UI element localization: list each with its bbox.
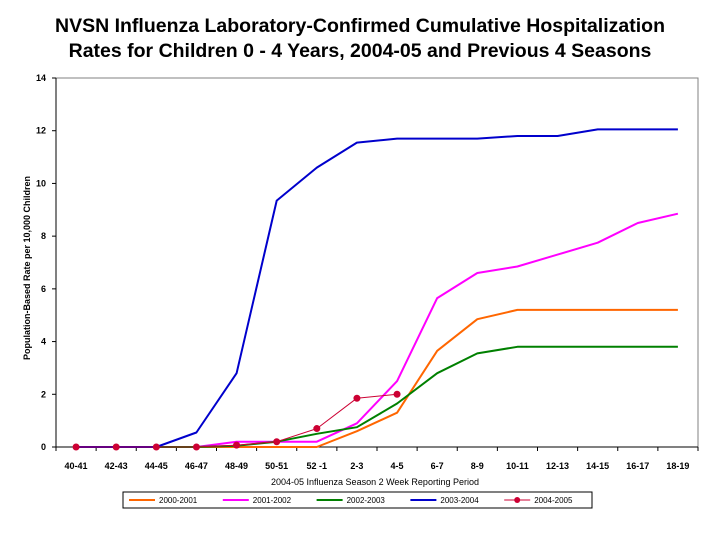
x-tick-label: 16-17 (626, 461, 649, 471)
data-point (273, 438, 281, 446)
plot-border (55, 77, 699, 448)
chart-title-line-1: NVSN Influenza Laboratory-Confirmed Cumu… (55, 15, 665, 37)
legend-label: 2000-2001 (159, 496, 198, 505)
legend-item: 2002-2003 (316, 496, 386, 505)
legend-item: 2001-2002 (222, 496, 292, 505)
legend-item: 2004-2005 (504, 496, 573, 505)
y-axis: 0 2 4 6 8 10 12 14 (36, 73, 57, 452)
legend: 2000-2001 2001-2002 2002-2003 2003-2004 2004… (122, 491, 593, 509)
x-axis-label: 2004-05 Influenza Season 2 Week Reportin… (271, 477, 479, 487)
data-point (313, 425, 321, 433)
x-tick-label: 42-43 (105, 461, 128, 471)
series-2004-2005 (72, 390, 401, 451)
chart-title: NVSN Influenza Laboratory-Confirmed Cumu… (0, 14, 720, 64)
x-axis: 40-41 42-43 44-45 46-47 48-49 50-51 52 -1 2-3 4-… (55, 446, 699, 471)
chart-title-line-2: Rates for Children 0 - 4 Years, 2004-05 … (68, 40, 652, 62)
y-tick-label: 2 (41, 389, 46, 399)
plot-area (55, 77, 699, 448)
legend-label: 2001-2002 (253, 496, 292, 505)
legend-item: 2003-2004 (410, 496, 479, 505)
x-tick-label: 48-49 (225, 461, 248, 471)
legend-label: 2003-2004 (440, 496, 479, 505)
y-tick-label: 6 (41, 284, 46, 294)
series-layer (72, 128, 679, 451)
data-point (233, 441, 241, 449)
x-tick-label: 4-5 (391, 461, 404, 471)
legend-item: 2000-2001 (129, 496, 198, 505)
x-tick-label: 44-45 (145, 461, 168, 471)
x-tick-label: 12-13 (546, 461, 569, 471)
x-tick-label: 14-15 (586, 461, 609, 471)
x-tick-label: 50-51 (265, 461, 288, 471)
y-tick-label: 8 (41, 231, 46, 241)
y-tick-label: 12 (36, 126, 46, 136)
x-tick-label: 46-47 (185, 461, 208, 471)
legend-label: 2004-2005 (534, 496, 573, 505)
y-tick-label: 10 (36, 178, 46, 188)
data-point (72, 443, 80, 451)
series-line (76, 128, 678, 448)
y-tick-label: 14 (36, 73, 46, 83)
x-tick-label: 6-7 (431, 461, 444, 471)
legend-marker (514, 497, 521, 503)
x-tick-label: 40-41 (65, 461, 88, 471)
y-tick-label: 0 (41, 442, 46, 452)
data-point (112, 443, 120, 451)
data-point (152, 443, 160, 451)
x-tick-label: 18-19 (666, 461, 689, 471)
x-tick-label: 8-9 (471, 461, 484, 471)
series-2003-2004 (76, 128, 678, 448)
data-point (393, 390, 401, 398)
x-tick-label: 10-11 (506, 461, 529, 471)
data-point (192, 443, 200, 451)
x-tick-label: 52 -1 (307, 461, 328, 471)
legend-label: 2002-2003 (347, 496, 386, 505)
y-axis-label: Population-Based Rate per 10,000 Childre… (22, 176, 32, 360)
x-tick-label: 2-3 (350, 461, 363, 471)
y-tick-label: 4 (41, 337, 46, 347)
data-point (353, 394, 361, 402)
legend-box (122, 491, 593, 509)
